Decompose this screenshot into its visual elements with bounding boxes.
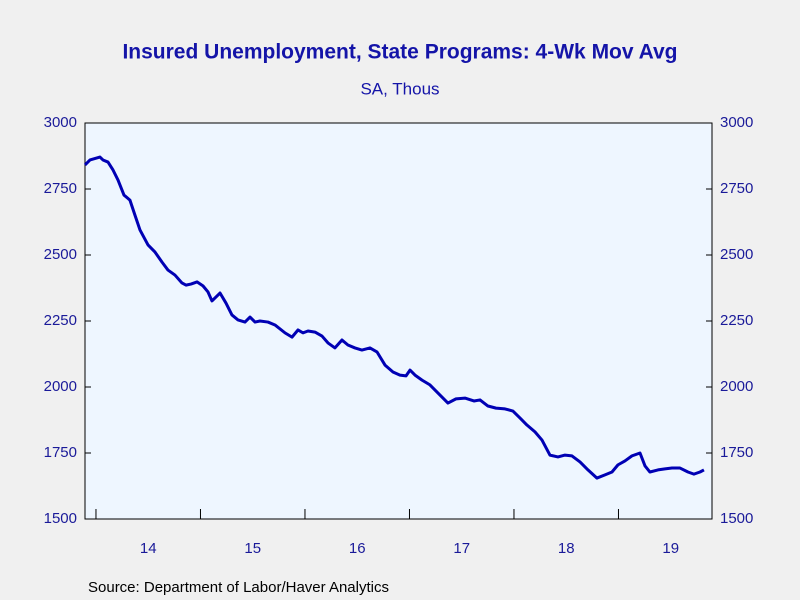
x-tick-label: 17 bbox=[453, 540, 470, 557]
y-tick-label: 2750 bbox=[44, 180, 77, 197]
x-tick-label: 16 bbox=[349, 540, 366, 557]
y2-tick-label: 1500 bbox=[720, 510, 753, 527]
y2-tick-label: 2250 bbox=[720, 312, 753, 329]
x-tick-label: 14 bbox=[140, 540, 157, 557]
y2-tick-label: 3000 bbox=[720, 114, 753, 131]
source-note: Source: Department of Labor/Haver Analyt… bbox=[88, 579, 389, 596]
y2-tick-label: 1750 bbox=[720, 444, 753, 461]
y-tick-label: 2250 bbox=[44, 312, 77, 329]
y-tick-label: 2500 bbox=[44, 246, 77, 263]
y-tick-label: 3000 bbox=[44, 114, 77, 131]
y-tick-label: 2000 bbox=[44, 378, 77, 395]
x-tick-label: 19 bbox=[662, 540, 679, 557]
chart-title: Insured Unemployment, State Programs: 4-… bbox=[122, 41, 677, 64]
data-line bbox=[83, 155, 705, 480]
y2-tick-label: 2750 bbox=[720, 180, 753, 197]
y-tick-label: 1750 bbox=[44, 444, 77, 461]
y2-tick-label: 2500 bbox=[720, 246, 753, 263]
y2-tick-label: 2000 bbox=[720, 378, 753, 395]
x-tick-label: 18 bbox=[558, 540, 575, 557]
chart-subtitle: SA, Thous bbox=[360, 79, 439, 98]
y-tick-label: 1500 bbox=[44, 510, 77, 527]
plot-area bbox=[84, 122, 713, 520]
x-tick-label: 15 bbox=[244, 540, 261, 557]
